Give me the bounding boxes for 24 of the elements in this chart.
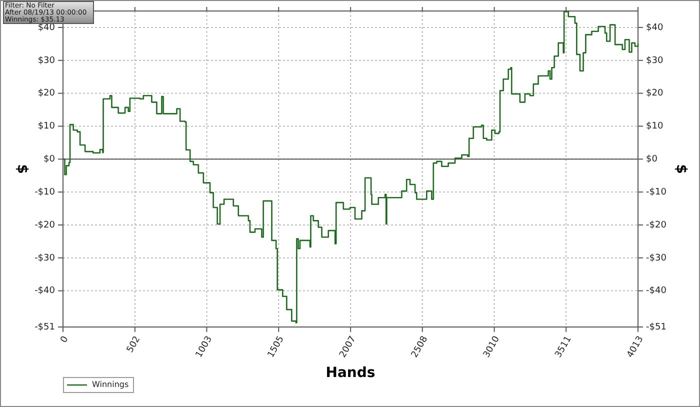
y-tick-label: $0 (44, 154, 56, 165)
y-tick-label: -$40 (34, 286, 56, 296)
y-tick-label: -$20 (34, 220, 56, 230)
legend-label: Winnings (92, 380, 129, 390)
y-tick-label: -$51 (34, 322, 55, 332)
y-tick-label: $10 (38, 122, 56, 132)
y-tick-label: -$10 (34, 187, 56, 198)
y2-tick-label: $40 (646, 22, 664, 33)
y2-tick-label: -$30 (646, 253, 667, 264)
y-tick-label: $20 (38, 88, 56, 99)
y2-tick-label: -$20 (646, 220, 667, 230)
y2-axis-title: $ (673, 164, 690, 174)
x-tick-label: 0 (59, 334, 71, 345)
y2-tick-label: $20 (646, 88, 664, 99)
y2-tick-label: -$40 (646, 286, 667, 296)
y-axis-title: $ (14, 164, 30, 174)
y2-tick-label: $0 (646, 154, 658, 165)
y-tick-label: $30 (38, 56, 56, 66)
y2-tick-label: $10 (646, 122, 664, 132)
y2-tick-label: $30 (646, 56, 664, 66)
y2-tick-label: -$51 (646, 322, 666, 332)
y-tick-label: -$30 (34, 253, 56, 264)
y2-tick-label: -$10 (646, 187, 667, 198)
x-axis-title: Hands (326, 365, 376, 381)
